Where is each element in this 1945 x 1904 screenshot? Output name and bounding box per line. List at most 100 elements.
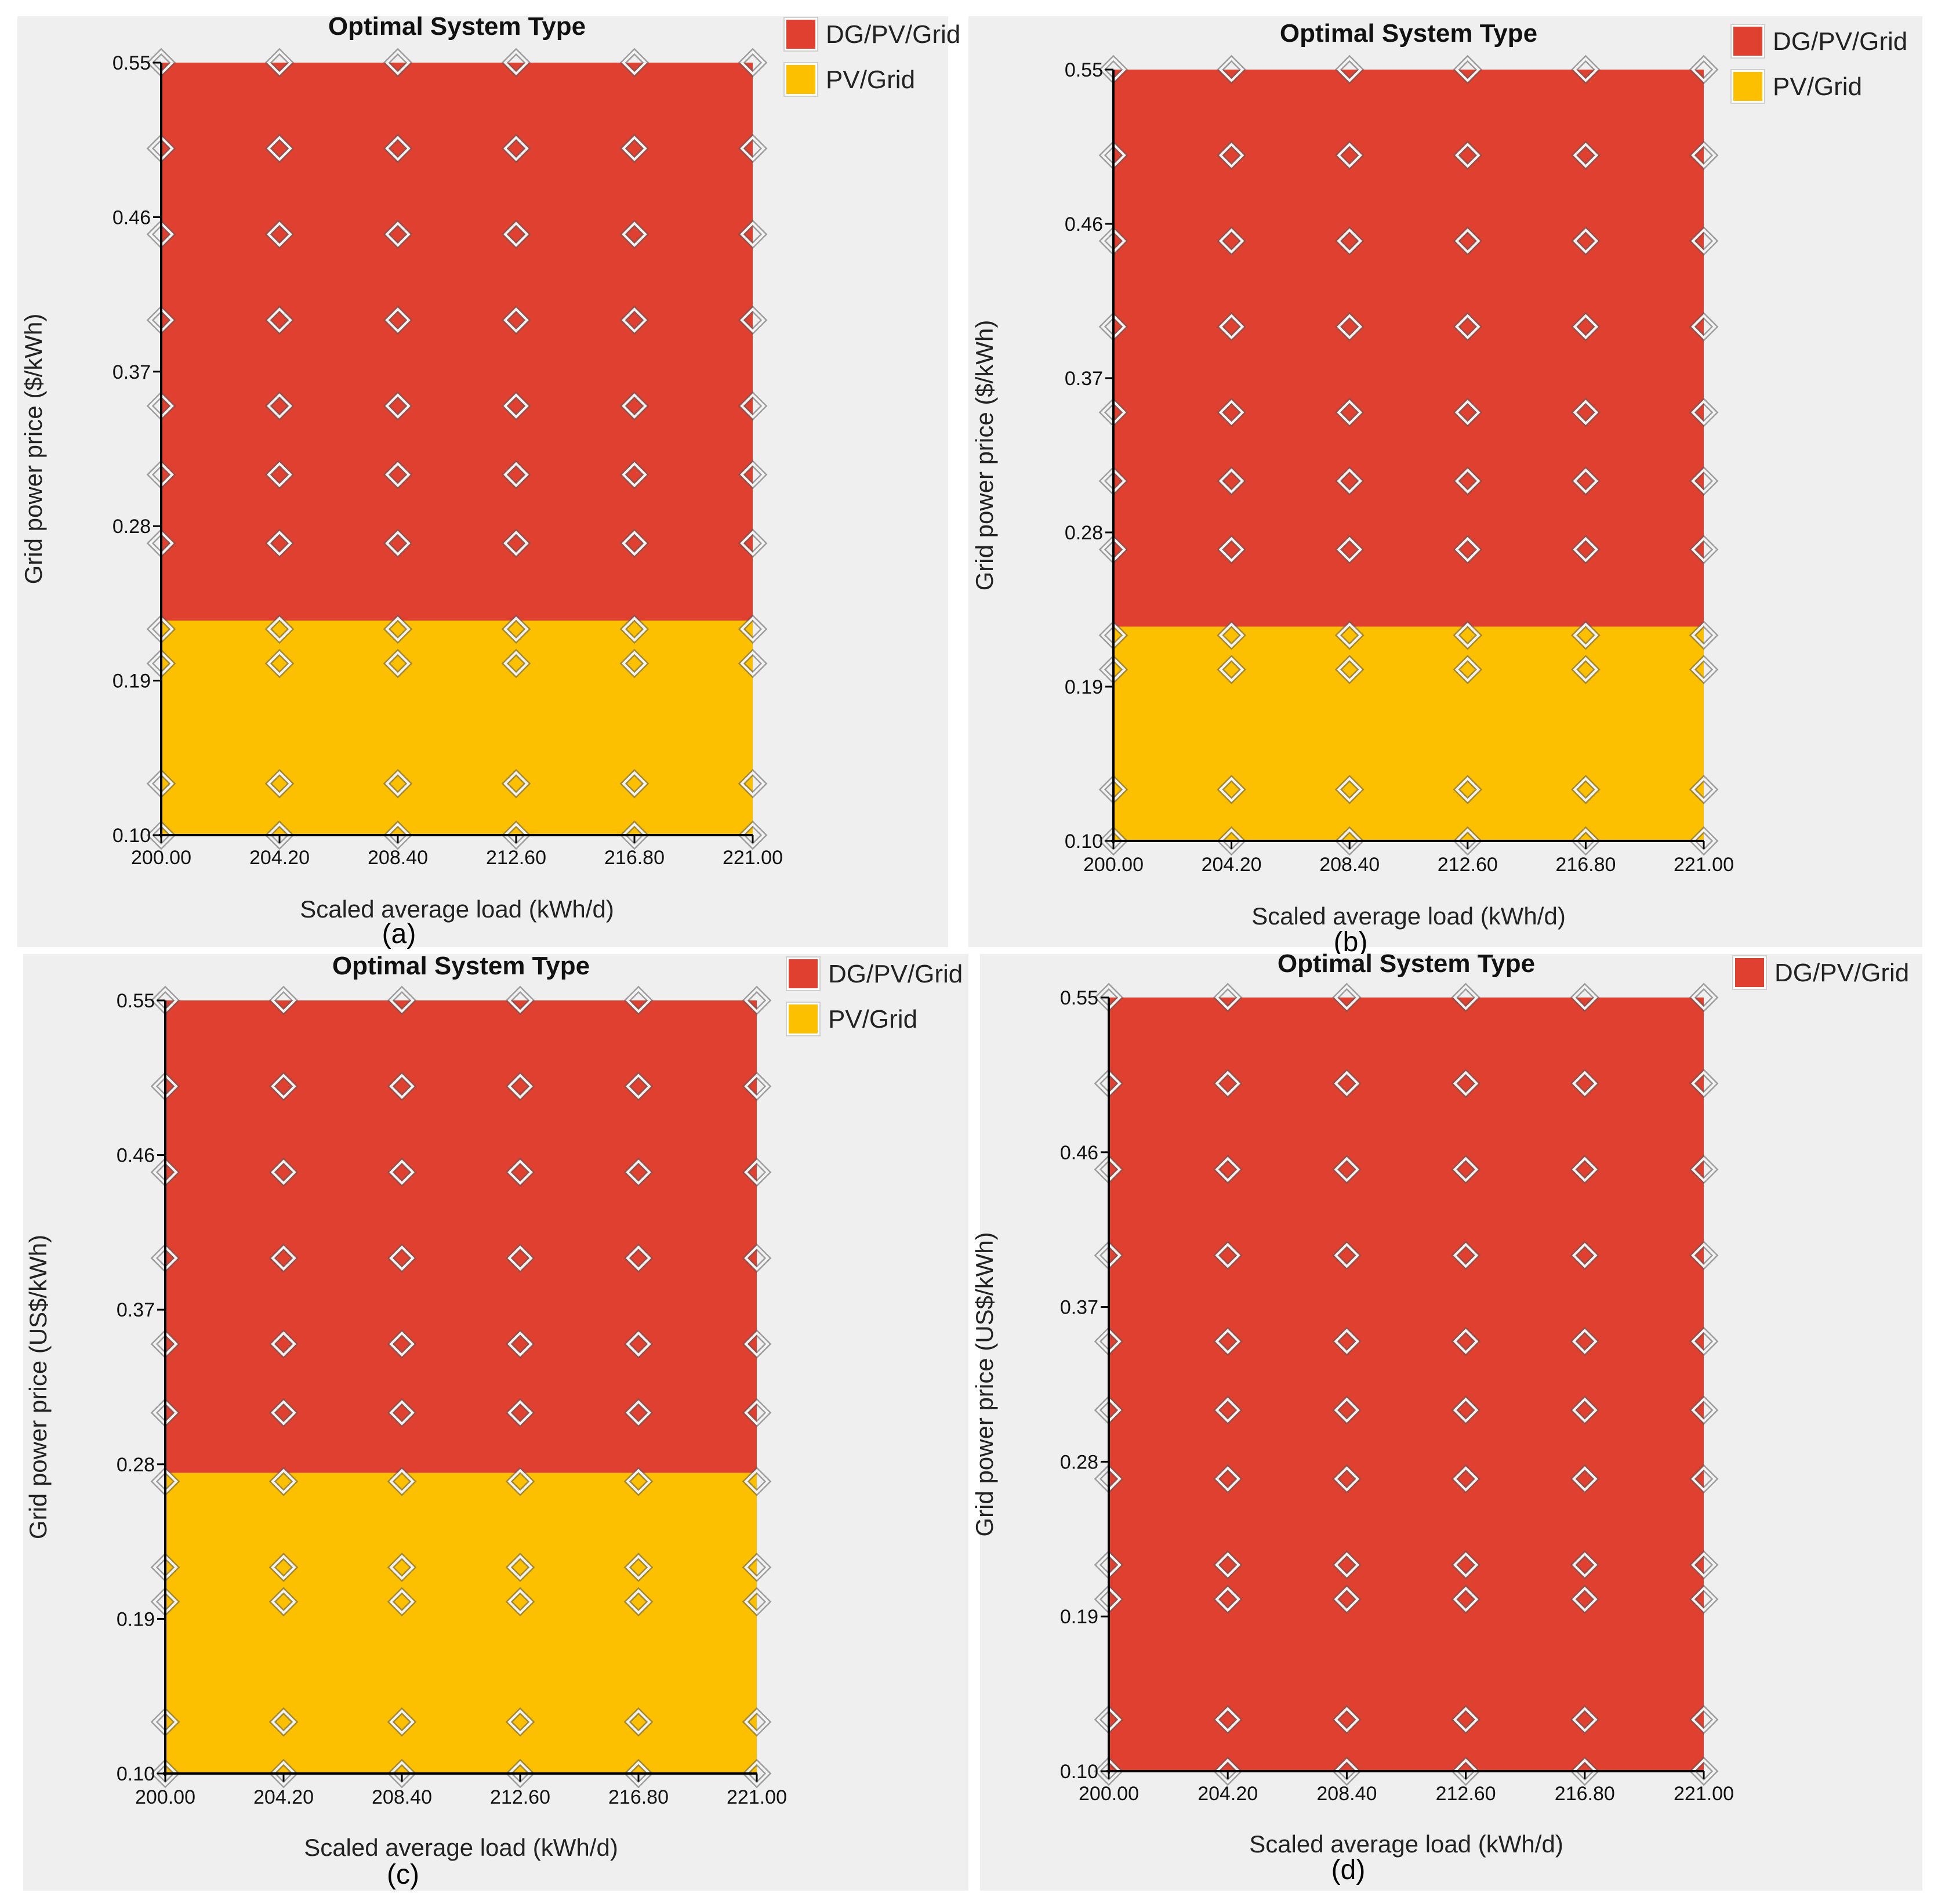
sensitivity-marker xyxy=(1454,657,1480,683)
sensitivity-marker xyxy=(1454,228,1480,254)
sensitivity-marker xyxy=(626,1554,651,1580)
sensitivity-marker xyxy=(1573,57,1599,82)
legend: DG/PV/Grid xyxy=(1732,955,1909,990)
x-tick-label: 221.00 xyxy=(723,847,783,869)
sensitivity-marker xyxy=(389,1159,415,1185)
sensitivity-marker xyxy=(1337,777,1363,803)
region-pv-grid xyxy=(165,1473,757,1774)
sensitivity-marker xyxy=(1573,536,1599,563)
sensitivity-marker xyxy=(271,1761,296,1786)
sensitivity-marker xyxy=(744,1554,770,1580)
sensitivity-marker xyxy=(1573,314,1599,340)
sensitivity-marker xyxy=(1453,1329,1479,1354)
legend: DG/PV/Grid PV/Grid xyxy=(786,956,963,1036)
legend-label: DG/PV/Grid xyxy=(828,960,963,988)
sensitivity-marker xyxy=(503,50,529,75)
sensitivity-marker xyxy=(1691,142,1717,168)
legend-swatch xyxy=(789,959,818,988)
sensitivity-marker xyxy=(148,822,174,848)
sensitivity-marker xyxy=(507,1554,533,1580)
sensitivity-marker xyxy=(267,822,292,848)
sensitivity-marker xyxy=(1691,1242,1717,1268)
sensitivity-marker xyxy=(1572,1552,1598,1578)
sensitivity-marker xyxy=(1691,1707,1717,1732)
sensitivity-marker xyxy=(622,307,647,333)
sensitivity-marker xyxy=(1218,536,1244,563)
sensitivity-marker xyxy=(389,1331,415,1357)
panel-label: (d) xyxy=(1331,1855,1366,1885)
sensitivity-marker xyxy=(1334,1552,1360,1578)
sensitivity-marker xyxy=(1454,777,1480,803)
sensitivity-marker xyxy=(503,771,529,797)
sensitivity-marker xyxy=(271,1468,296,1495)
sensitivity-marker xyxy=(1334,1758,1360,1784)
sensitivity-marker xyxy=(267,771,292,797)
sensitivity-marker xyxy=(1572,1707,1598,1732)
x-axis-label: Scaled average load (kWh/d) xyxy=(1251,902,1566,930)
sensitivity-marker xyxy=(385,616,411,642)
y-tick-label: 0.46 xyxy=(117,1145,155,1167)
sensitivity-marker xyxy=(503,651,529,676)
x-tick-label: 204.20 xyxy=(253,1786,314,1808)
sensitivity-marker xyxy=(385,822,411,848)
y-axis-label: Grid power price ($/kWh) xyxy=(971,320,998,591)
sensitivity-marker xyxy=(1573,468,1599,494)
sensitivity-marker xyxy=(1215,1707,1241,1732)
sensitivity-marker xyxy=(507,1074,533,1099)
sensitivity-marker xyxy=(1215,1586,1241,1612)
sensitivity-marker xyxy=(1218,228,1244,254)
x-tick-label: 212.60 xyxy=(486,847,546,869)
panel-label: (a) xyxy=(382,919,416,949)
sensitivity-marker xyxy=(267,462,292,488)
sensitivity-marker xyxy=(744,1159,770,1185)
sensitivity-marker xyxy=(385,462,411,488)
sensitivity-marker xyxy=(1218,400,1244,425)
y-tick-label: 0.37 xyxy=(1065,368,1103,390)
sensitivity-marker xyxy=(1215,1397,1241,1423)
legend-label: DG/PV/Grid xyxy=(826,20,960,49)
sensitivity-marker xyxy=(503,222,529,247)
sensitivity-marker xyxy=(1691,1156,1717,1183)
sensitivity-marker xyxy=(740,307,765,333)
chart-panel-c: 0.10 0.19 0.28 0.37 0.46 0.55 200.00 204.20 208.… xyxy=(23,952,968,1891)
sensitivity-marker xyxy=(744,1589,770,1615)
sensitivity-marker xyxy=(503,307,529,333)
sensitivity-marker xyxy=(740,822,765,848)
sensitivity-marker xyxy=(622,136,647,161)
sensitivity-marker xyxy=(1572,1071,1598,1097)
x-tick-label: 212.60 xyxy=(1438,854,1498,876)
legend-swatch xyxy=(1733,72,1762,101)
x-axis-label: Scaled average load (kWh/d) xyxy=(304,1834,618,1861)
sensitivity-marker xyxy=(507,1761,533,1786)
sensitivity-marker xyxy=(1691,1397,1717,1423)
sensitivity-marker xyxy=(1453,1552,1479,1578)
sensitivity-marker xyxy=(1337,142,1363,168)
chart-panel-a: 0.10 0.19 0.28 0.37 0.46 0.55 200.00 204.20 208.… xyxy=(17,12,960,949)
sensitivity-marker xyxy=(1215,1242,1241,1268)
legend-swatch xyxy=(786,20,815,49)
legend: DG/PV/Grid PV/Grid xyxy=(1730,24,1907,104)
sensitivity-marker xyxy=(271,1709,296,1735)
sensitivity-marker xyxy=(740,771,765,797)
sensitivity-marker xyxy=(507,1331,533,1357)
sensitivity-marker xyxy=(1218,828,1244,854)
y-tick-label: 0.37 xyxy=(117,1299,155,1321)
sensitivity-marker xyxy=(1337,400,1363,425)
sensitivity-marker xyxy=(507,1245,533,1271)
sensitivity-marker xyxy=(622,771,647,797)
y-axis-label: Grid power price (US$/kWh) xyxy=(971,1232,998,1536)
y-tick-label: 0.19 xyxy=(1065,676,1103,698)
sensitivity-marker xyxy=(1334,1397,1360,1423)
sensitivity-marker xyxy=(389,1554,415,1580)
x-axis-label: Scaled average load (kWh/d) xyxy=(1249,1830,1563,1858)
x-tick-label: 200.00 xyxy=(131,847,191,869)
sensitivity-marker xyxy=(1218,468,1244,494)
sensitivity-marker xyxy=(1454,400,1480,425)
sensitivity-marker xyxy=(1215,1156,1241,1183)
sensitivity-marker xyxy=(1691,1329,1717,1354)
sensitivity-marker xyxy=(1218,57,1244,82)
sensitivity-marker xyxy=(1101,828,1126,854)
sensitivity-marker xyxy=(271,1159,296,1185)
x-tick-label: 221.00 xyxy=(1674,1783,1734,1805)
sensitivity-marker xyxy=(740,393,765,419)
